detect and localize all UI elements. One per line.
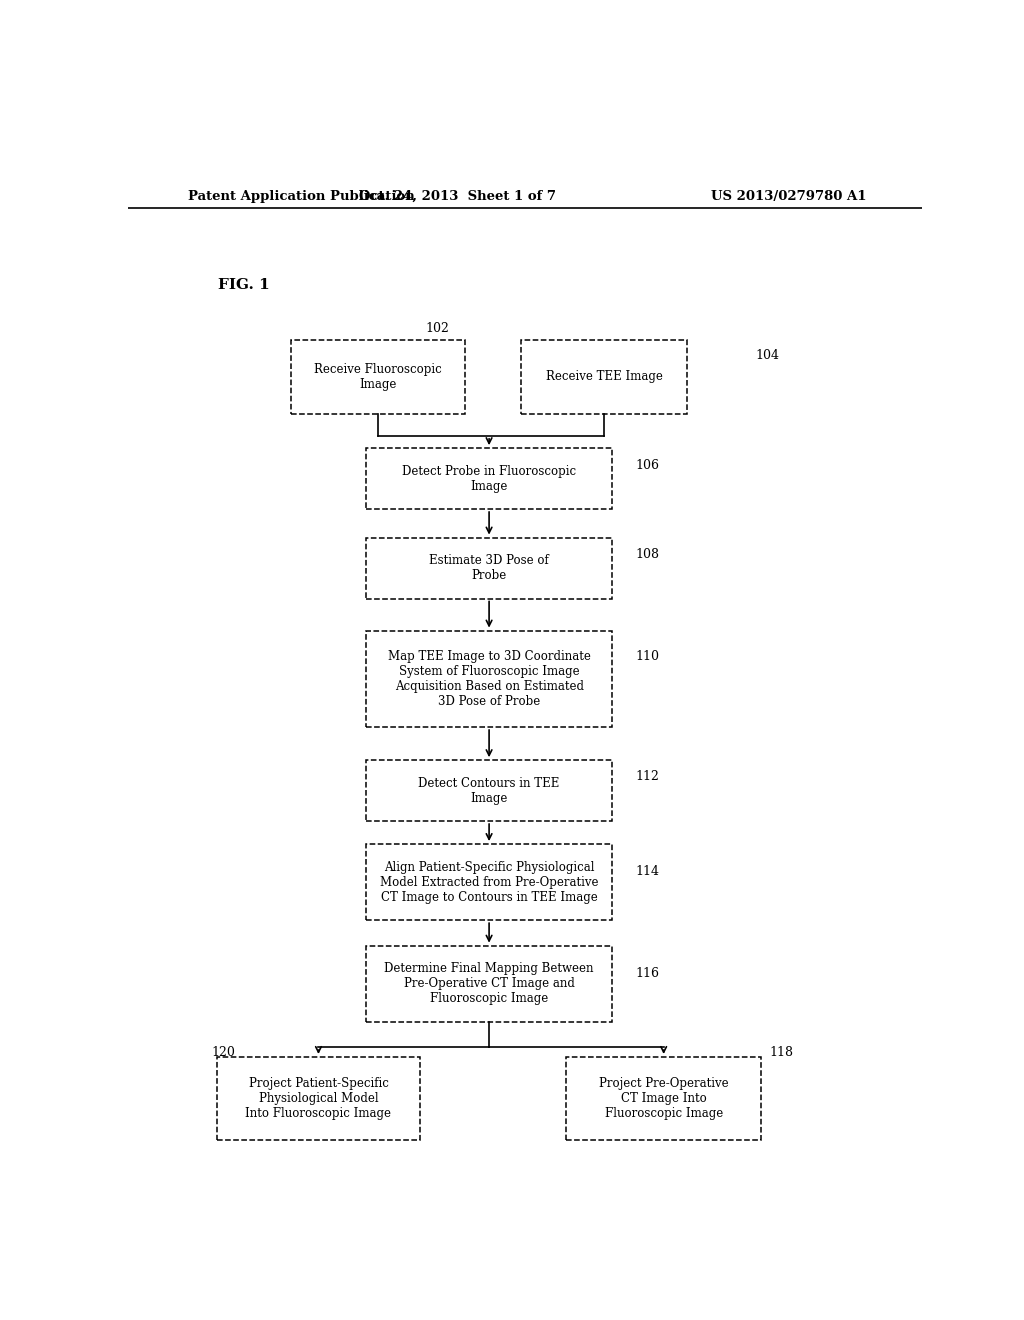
Text: Determine Final Mapping Between
Pre-Operative CT Image and
Fluoroscopic Image: Determine Final Mapping Between Pre-Oper… bbox=[384, 962, 594, 1006]
Text: 102: 102 bbox=[426, 322, 450, 335]
Text: 108: 108 bbox=[636, 548, 659, 561]
Text: 112: 112 bbox=[636, 770, 659, 783]
Text: 118: 118 bbox=[769, 1047, 794, 1060]
Text: 110: 110 bbox=[636, 649, 659, 663]
Text: Detect Contours in TEE
Image: Detect Contours in TEE Image bbox=[419, 776, 560, 805]
FancyBboxPatch shape bbox=[521, 341, 687, 413]
Text: Map TEE Image to 3D Coordinate
System of Fluoroscopic Image
Acquisition Based on: Map TEE Image to 3D Coordinate System of… bbox=[388, 649, 591, 708]
Text: Align Patient-Specific Physiological
Model Extracted from Pre-Operative
CT Image: Align Patient-Specific Physiological Mod… bbox=[380, 861, 598, 904]
FancyBboxPatch shape bbox=[217, 1057, 420, 1140]
Text: 116: 116 bbox=[636, 968, 659, 979]
FancyBboxPatch shape bbox=[367, 945, 612, 1022]
Text: 104: 104 bbox=[755, 348, 779, 362]
Text: US 2013/0279780 A1: US 2013/0279780 A1 bbox=[711, 190, 866, 202]
FancyBboxPatch shape bbox=[367, 843, 612, 920]
Text: Receive TEE Image: Receive TEE Image bbox=[546, 371, 663, 383]
Text: Patent Application Publication: Patent Application Publication bbox=[187, 190, 415, 202]
Text: Project Patient-Specific
Physiological Model
Into Fluoroscopic Image: Project Patient-Specific Physiological M… bbox=[246, 1077, 391, 1121]
Text: Receive Fluoroscopic
Image: Receive Fluoroscopic Image bbox=[314, 363, 442, 391]
FancyBboxPatch shape bbox=[367, 537, 612, 598]
Text: Estimate 3D Pose of
Probe: Estimate 3D Pose of Probe bbox=[429, 554, 549, 582]
FancyBboxPatch shape bbox=[566, 1057, 761, 1140]
Text: 120: 120 bbox=[211, 1047, 236, 1060]
Text: Oct. 24, 2013  Sheet 1 of 7: Oct. 24, 2013 Sheet 1 of 7 bbox=[358, 190, 556, 202]
FancyBboxPatch shape bbox=[367, 447, 612, 510]
FancyBboxPatch shape bbox=[291, 341, 465, 413]
FancyBboxPatch shape bbox=[367, 631, 612, 727]
FancyBboxPatch shape bbox=[367, 760, 612, 821]
Text: 114: 114 bbox=[636, 866, 659, 878]
Text: Project Pre-Operative
CT Image Into
Fluoroscopic Image: Project Pre-Operative CT Image Into Fluo… bbox=[599, 1077, 728, 1121]
Text: FIG. 1: FIG. 1 bbox=[218, 279, 269, 293]
Text: 106: 106 bbox=[636, 459, 659, 471]
Text: Detect Probe in Fluoroscopic
Image: Detect Probe in Fluoroscopic Image bbox=[402, 465, 577, 492]
